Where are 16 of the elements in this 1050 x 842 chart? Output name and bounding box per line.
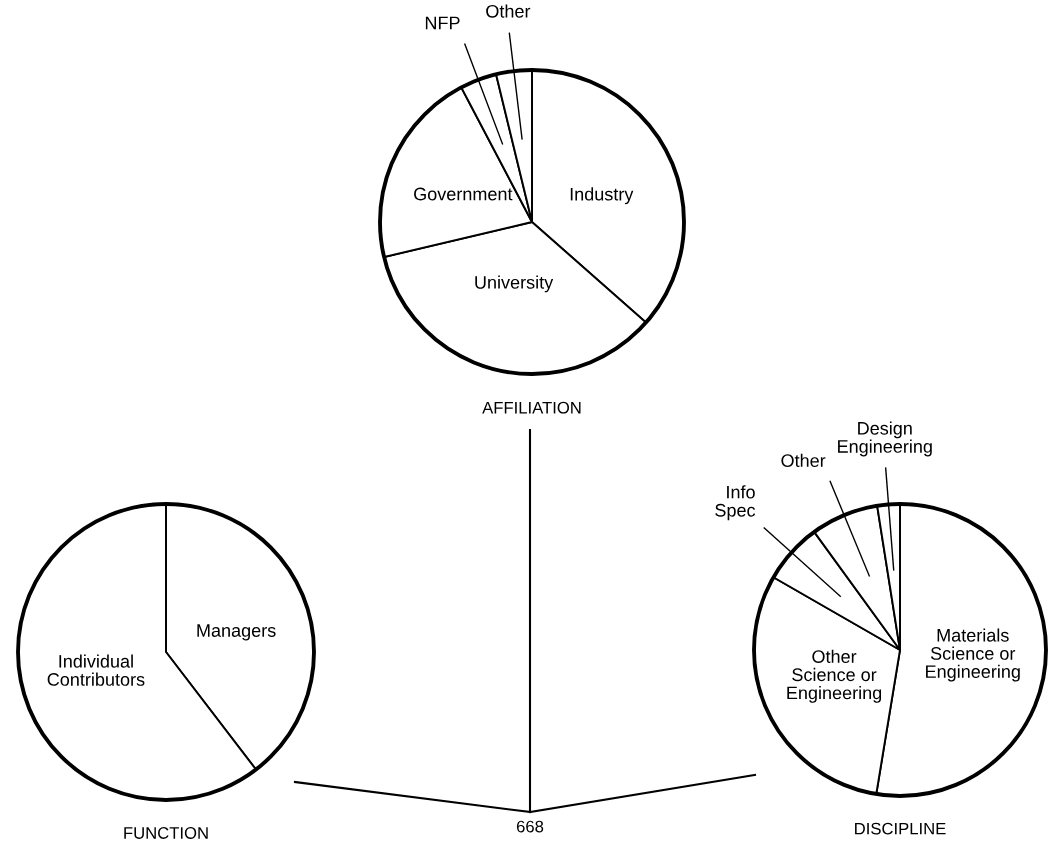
slice-label: Design Engineering: [838, 421, 932, 457]
slice-label: NFP: [425, 16, 460, 30]
slice-label: Government: [414, 187, 513, 201]
slice-label: Individual Contributors: [47, 654, 145, 686]
slice-label: Other: [486, 4, 531, 18]
slice-label: Info Spec: [715, 485, 756, 521]
text: DISCIPLINE: [855, 822, 946, 835]
slice-label: Materials Science or Engineering: [926, 628, 1020, 682]
slice-label: Other: [781, 453, 826, 468]
slice-label: Other Science or Engineering: [787, 649, 882, 703]
slice-label: University: [475, 275, 554, 293]
text: FUNCTION: [124, 827, 208, 839]
slice-label: Industry: [570, 187, 634, 205]
slice-label: Managers: [197, 624, 276, 641]
text: AFFILIATION: [482, 401, 581, 414]
text: 668: [516, 820, 544, 833]
